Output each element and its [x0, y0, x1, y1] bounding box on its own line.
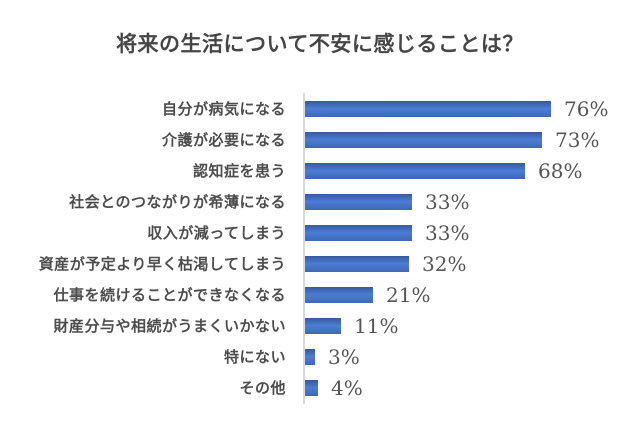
category-axis-line: [303, 93, 305, 404]
value-label: 3%: [328, 344, 360, 369]
value-label: 33%: [425, 220, 470, 245]
category-label: 社会とのつながりが希薄になる: [69, 193, 286, 211]
value-label: 76%: [564, 96, 609, 121]
bar: [305, 162, 525, 179]
value-label: 21%: [386, 282, 431, 307]
bar-row: 認知症を患う 68%: [0, 155, 640, 186]
bar-row: 社会とのつながりが希薄になる 33%: [0, 186, 640, 217]
category-label: 仕事を続けることができなくなる: [53, 286, 286, 304]
category-label: 自分が病気になる: [161, 100, 286, 118]
value-label: 68%: [538, 158, 583, 183]
value-label: 32%: [422, 251, 467, 276]
category-label: 介護が必要になる: [161, 131, 286, 149]
bar-row: 介護が必要になる 73%: [0, 124, 640, 155]
bar: [305, 317, 341, 334]
category-label: 特にない: [223, 348, 286, 366]
bar: [305, 224, 412, 241]
category-label: 収入が減ってしまう: [147, 224, 286, 242]
bar: [305, 193, 412, 210]
bar-row: 収入が減ってしまう 33%: [0, 217, 640, 248]
bar: [305, 131, 542, 148]
bar-row: 財産分与や相続がうまくいかない 11%: [0, 310, 640, 341]
bar: [305, 379, 318, 396]
bar: [305, 348, 315, 365]
bar: [305, 100, 551, 117]
value-label: 73%: [555, 127, 600, 152]
value-label: 4%: [331, 375, 363, 400]
category-label: 財産分与や相続がうまくいかない: [53, 317, 286, 335]
bar-row: 特にない 3%: [0, 341, 640, 372]
bar: [305, 255, 409, 272]
plot-area: 自分が病気になる 76% 介護が必要になる 73% 認知症を患う 68% 社会と…: [0, 93, 640, 403]
category-label: その他: [239, 379, 286, 397]
bar-row: 資産が予定より早く枯渇してしまう 32%: [0, 248, 640, 279]
bar: [305, 286, 373, 303]
chart-title: 将来の生活について不安に感じることは？: [116, 32, 524, 56]
bar-row: 仕事を続けることができなくなる 21%: [0, 279, 640, 310]
value-label: 33%: [425, 189, 470, 214]
bar-row: その他 4%: [0, 372, 640, 403]
bar-row: 自分が病気になる 76%: [0, 93, 640, 124]
value-label: 11%: [354, 313, 399, 338]
category-label: 認知症を患う: [192, 162, 286, 180]
category-label: 資産が予定より早く枯渇してしまう: [38, 255, 286, 273]
